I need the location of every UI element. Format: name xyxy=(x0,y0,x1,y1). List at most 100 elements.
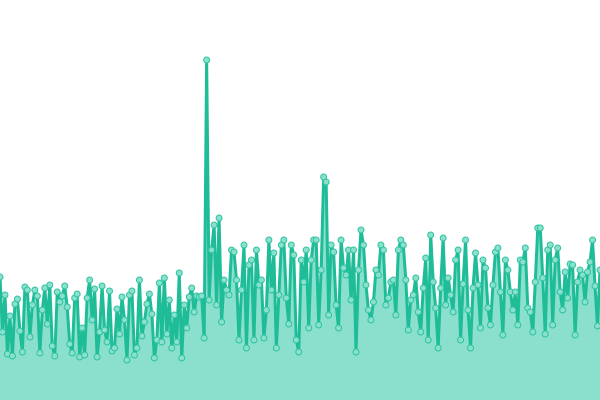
data-point xyxy=(382,301,390,309)
data-point xyxy=(130,351,138,359)
data-point xyxy=(23,286,31,294)
data-point xyxy=(315,321,323,329)
data-point xyxy=(81,351,89,359)
data-point xyxy=(8,352,16,360)
data-point xyxy=(581,298,589,306)
data-point xyxy=(419,284,427,292)
data-point xyxy=(569,261,577,269)
data-point xyxy=(175,269,183,277)
data-point xyxy=(31,286,39,294)
data-point xyxy=(439,234,447,242)
data-point xyxy=(526,308,534,316)
data-point xyxy=(163,330,171,338)
data-point xyxy=(113,305,121,313)
data-point xyxy=(46,281,54,289)
data-point xyxy=(280,236,288,244)
data-point xyxy=(26,333,34,341)
data-point xyxy=(389,276,397,284)
data-point xyxy=(98,282,106,290)
data-point xyxy=(556,288,564,296)
data-point xyxy=(218,318,226,326)
data-point xyxy=(452,256,460,264)
data-point xyxy=(472,249,480,257)
data-point xyxy=(571,331,579,339)
data-point xyxy=(531,278,539,286)
data-point xyxy=(61,282,69,290)
data-point xyxy=(116,330,124,338)
data-point xyxy=(210,221,218,229)
data-point xyxy=(242,344,250,352)
data-point xyxy=(479,256,487,264)
data-point xyxy=(68,349,76,357)
data-point xyxy=(536,224,544,232)
data-point xyxy=(412,274,420,282)
data-point xyxy=(521,244,529,252)
data-point xyxy=(33,292,41,300)
data-point xyxy=(457,336,465,344)
data-point xyxy=(496,288,504,296)
data-point xyxy=(347,296,355,304)
data-point xyxy=(160,274,168,282)
data-point xyxy=(180,301,188,309)
data-point xyxy=(86,276,94,284)
data-point xyxy=(476,324,484,332)
data-point xyxy=(205,296,213,304)
data-point xyxy=(474,281,482,289)
data-point xyxy=(350,246,358,254)
data-point xyxy=(486,321,494,329)
series-line xyxy=(0,58,600,362)
data-point xyxy=(302,246,310,254)
data-point xyxy=(148,310,156,318)
data-point xyxy=(257,276,265,284)
data-point xyxy=(135,276,143,284)
data-point xyxy=(422,254,430,262)
data-point xyxy=(66,340,74,348)
data-point xyxy=(467,344,475,352)
data-point xyxy=(447,291,455,299)
data-point xyxy=(190,308,198,316)
data-point xyxy=(272,344,280,352)
data-point xyxy=(394,246,402,254)
data-point xyxy=(51,352,59,360)
data-point xyxy=(133,344,141,352)
data-point xyxy=(145,290,153,298)
data-point xyxy=(392,311,400,319)
data-point xyxy=(143,300,151,308)
data-point xyxy=(230,248,238,256)
data-point xyxy=(165,296,173,304)
data-point xyxy=(337,236,345,244)
data-points xyxy=(0,56,600,364)
data-point xyxy=(300,278,308,286)
data-point xyxy=(285,320,293,328)
data-point xyxy=(402,276,410,284)
data-point xyxy=(88,316,96,324)
data-point xyxy=(208,246,216,254)
data-point xyxy=(168,344,176,352)
data-point xyxy=(73,290,81,298)
data-point xyxy=(504,266,512,274)
data-point xyxy=(564,294,572,302)
data-point xyxy=(1,291,9,299)
data-point xyxy=(155,279,163,287)
data-point xyxy=(499,331,507,339)
data-point xyxy=(551,256,559,264)
data-point xyxy=(183,324,191,332)
data-point xyxy=(275,291,283,299)
data-point xyxy=(509,306,517,314)
data-point xyxy=(554,244,562,252)
data-point xyxy=(414,308,422,316)
data-point xyxy=(546,241,554,249)
data-point xyxy=(36,349,44,357)
data-point xyxy=(561,268,569,276)
data-point xyxy=(589,236,597,244)
data-point xyxy=(541,330,549,338)
data-point xyxy=(16,327,24,335)
data-point xyxy=(489,281,497,289)
data-point xyxy=(78,324,86,332)
data-point xyxy=(584,268,592,276)
data-point xyxy=(237,286,245,294)
data-point xyxy=(111,344,119,352)
data-point xyxy=(220,276,228,284)
data-point xyxy=(586,258,594,266)
data-point xyxy=(43,320,51,328)
